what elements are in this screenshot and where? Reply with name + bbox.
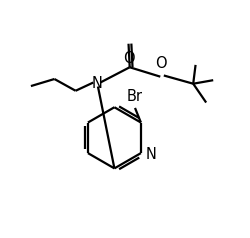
Text: O: O xyxy=(123,51,134,66)
Text: N: N xyxy=(146,147,157,162)
Text: N: N xyxy=(91,76,102,91)
Text: Br: Br xyxy=(127,89,143,104)
Text: O: O xyxy=(155,56,166,71)
